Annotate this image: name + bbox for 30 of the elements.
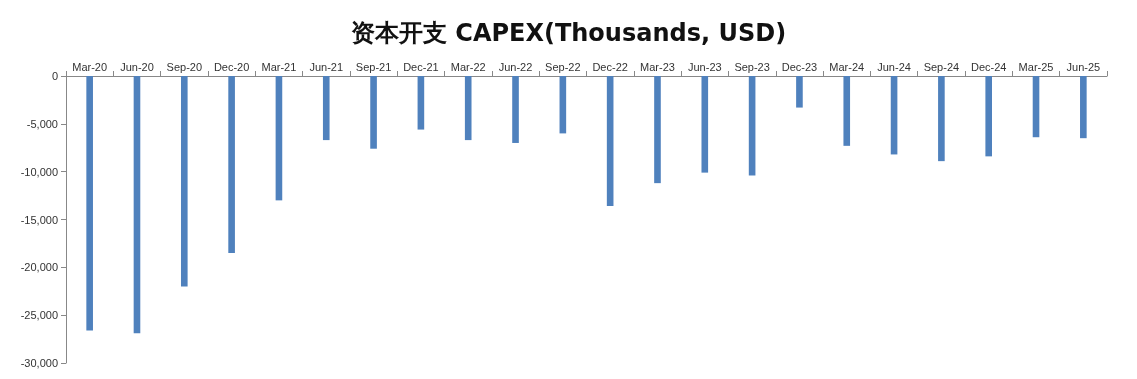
x-tick-label: Mar-24	[829, 60, 865, 73]
x-tick-label: Dec-23	[781, 60, 818, 73]
x-tick-label: Mar-21	[261, 60, 297, 73]
x-tick-label: Sep-23	[734, 60, 770, 73]
x-tick-label: Dec-24	[970, 60, 1007, 73]
x-tick-label: Jun-25	[1066, 60, 1101, 73]
x-tick-label: Dec-22	[592, 60, 628, 73]
x-tick-label: Sep-22	[545, 60, 581, 73]
chart-title: 资本开支 CAPEX(Thousands, USD)	[350, 19, 787, 47]
x-tick-label: Mar-20	[72, 60, 108, 73]
x-tick-label: Mar-23	[640, 60, 675, 73]
x-tick-label: Jun-23	[687, 60, 722, 73]
x-tick-label: Sep-24	[923, 60, 960, 73]
x-tick-label: Sep-21	[355, 60, 392, 73]
y-tick-label: -5,000	[26, 117, 58, 130]
x-tick-label: Jun-22	[498, 60, 533, 73]
x-tick-label: Jun-24	[877, 60, 911, 73]
y-tick-label: -15,000	[20, 213, 58, 226]
x-tick-label: Dec-21	[403, 60, 439, 73]
y-tick-label: 0	[51, 70, 58, 82]
y-tick-label: -20,000	[20, 261, 58, 274]
x-tick-label: Jun-21	[309, 60, 344, 73]
x-tick-label: Mar-22	[450, 60, 486, 73]
x-tick-label: Mar-25	[1018, 60, 1054, 73]
y-tick-label: -10,000	[20, 165, 58, 178]
x-tick-label: Dec-20	[213, 60, 250, 73]
x-tick-label: Jun-20	[120, 60, 154, 73]
y-tick-label: -30,000	[20, 357, 58, 369]
y-tick-label: -25,000	[20, 309, 58, 322]
x-tick-label: Sep-20	[166, 60, 203, 73]
